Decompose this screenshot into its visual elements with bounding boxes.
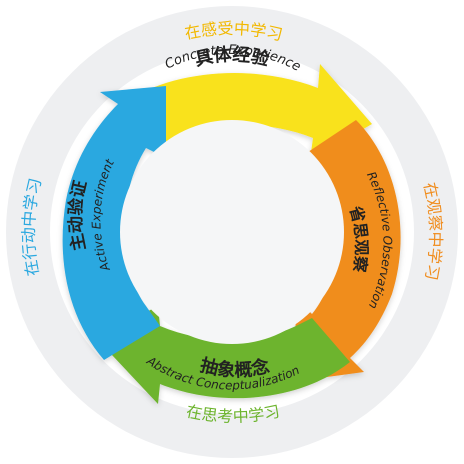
- active-experiment-arrow: [62, 86, 167, 360]
- abstract-conceptualization-arrow: [96, 306, 350, 404]
- concrete-experience-arrow: [125, 64, 372, 160]
- reflective-observation-arrow: [290, 120, 401, 382]
- inner-disc: [120, 120, 344, 344]
